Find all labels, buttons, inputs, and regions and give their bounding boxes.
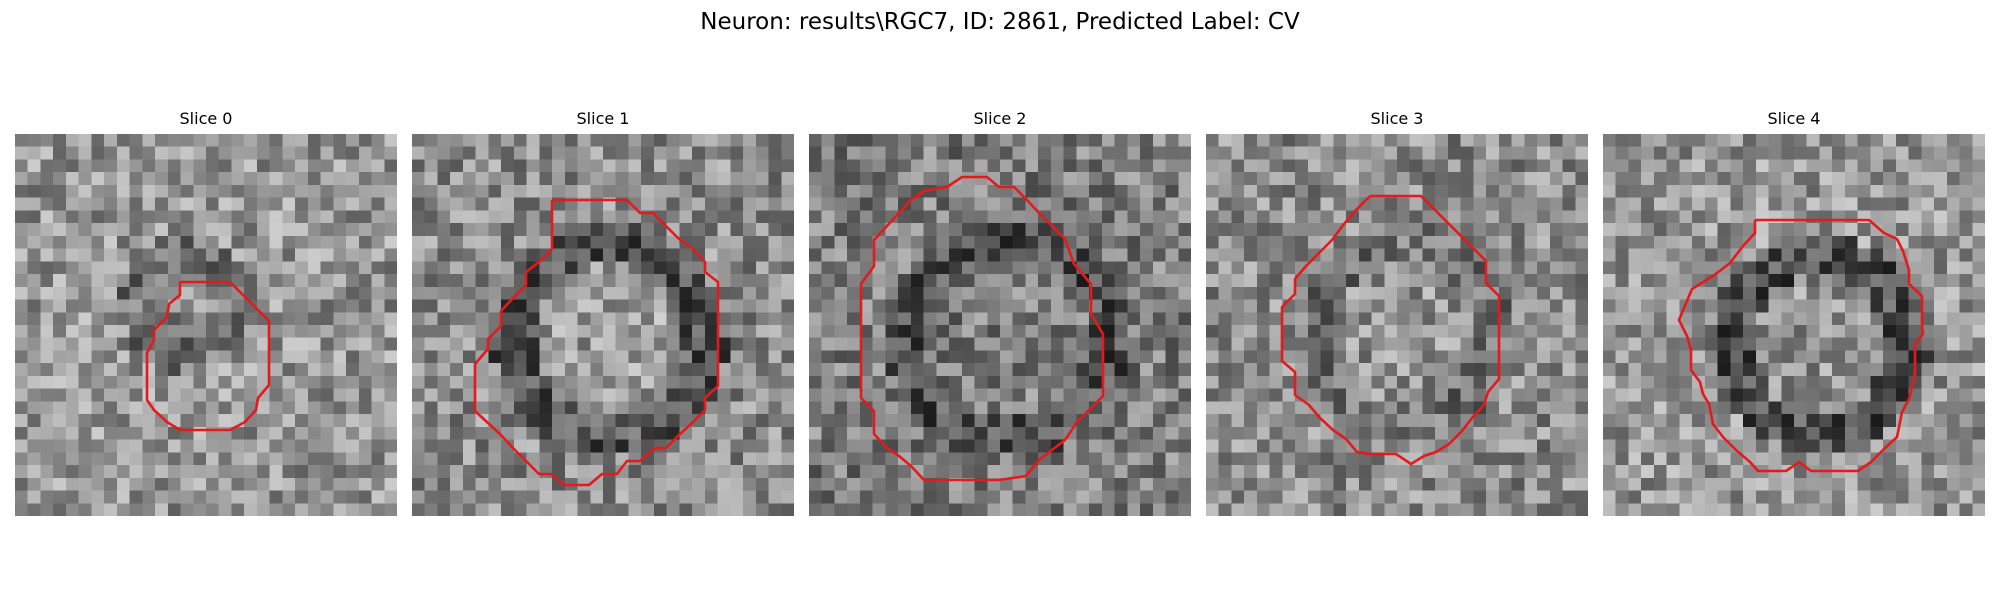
slice-title: Slice 2 [973, 109, 1027, 128]
slice-title: Slice 4 [1767, 109, 1821, 128]
grayscale-image [809, 134, 1191, 516]
slice-image-0 [15, 134, 397, 516]
contour-overlay [1280, 194, 1501, 466]
slice-panel-1: Slice 1 [412, 108, 794, 516]
slice-panel-2: Slice 2 [809, 108, 1191, 516]
contour-overlay [859, 175, 1105, 482]
cell-contour [473, 198, 720, 487]
slice-title: Slice 1 [576, 109, 630, 128]
figure-title: Neuron: results\RGC7, ID: 2861, Predicte… [700, 9, 1300, 35]
contour-overlay [145, 280, 271, 432]
slice-panel-0: Slice 0 [15, 108, 397, 516]
grayscale-image [412, 134, 794, 516]
grayscale-image [1206, 134, 1588, 516]
slice-image-4 [1603, 134, 1985, 516]
slice-panel-3: Slice 3 [1206, 108, 1588, 516]
slice-title: Slice 3 [1370, 109, 1424, 128]
slice-image-1 [412, 134, 794, 516]
slice-image-3 [1206, 134, 1588, 516]
cell-contour [1677, 218, 1925, 473]
slice-image-2 [809, 134, 1191, 516]
contour-overlay [473, 198, 720, 487]
cell-contour [1280, 194, 1501, 466]
cell-contour [145, 280, 271, 432]
contour-overlay [1677, 218, 1925, 473]
slice-title: Slice 0 [179, 109, 233, 128]
grayscale-image [15, 134, 397, 516]
cell-contour [859, 175, 1105, 482]
slice-panel-4: Slice 4 [1603, 108, 1985, 516]
